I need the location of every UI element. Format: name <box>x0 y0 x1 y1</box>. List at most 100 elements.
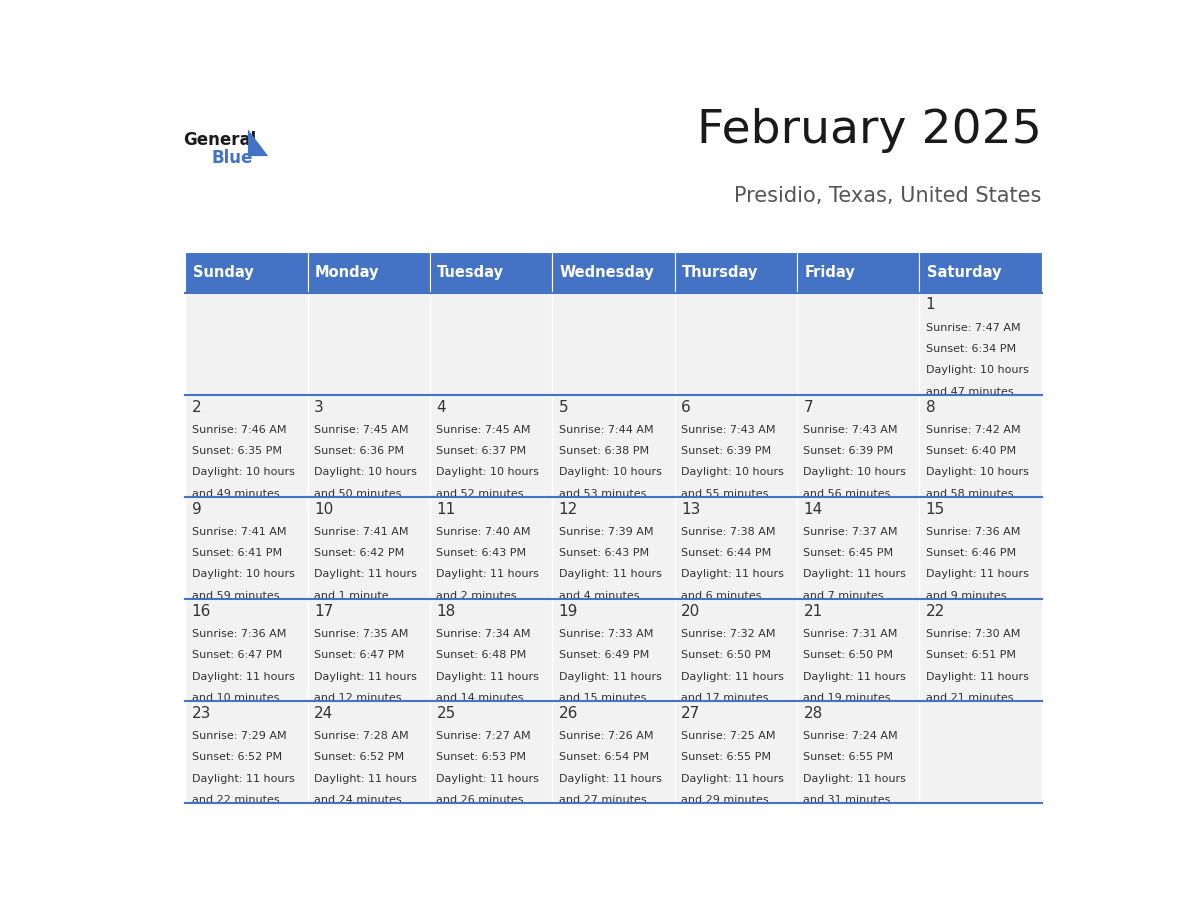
Text: and 59 minutes.: and 59 minutes. <box>191 590 283 600</box>
Text: Sunset: 6:40 PM: Sunset: 6:40 PM <box>925 446 1016 456</box>
Text: Daylight: 11 hours: Daylight: 11 hours <box>803 569 906 579</box>
Text: Daylight: 11 hours: Daylight: 11 hours <box>436 672 539 681</box>
Bar <box>675 599 797 700</box>
Bar <box>920 599 1042 700</box>
Text: Daylight: 11 hours: Daylight: 11 hours <box>803 774 906 784</box>
Bar <box>920 395 1042 497</box>
Text: Daylight: 10 hours: Daylight: 10 hours <box>803 467 906 477</box>
Text: Daylight: 11 hours: Daylight: 11 hours <box>558 774 662 784</box>
Text: 6: 6 <box>681 399 690 415</box>
Text: February 2025: February 2025 <box>696 107 1042 152</box>
Text: Sunrise: 7:39 AM: Sunrise: 7:39 AM <box>558 527 653 537</box>
Text: and 49 minutes.: and 49 minutes. <box>191 488 283 498</box>
Bar <box>552 293 675 395</box>
Text: Sunset: 6:35 PM: Sunset: 6:35 PM <box>191 446 282 456</box>
Bar <box>675 395 797 497</box>
Bar <box>920 252 1042 293</box>
Text: and 50 minutes.: and 50 minutes. <box>314 488 405 498</box>
Text: and 29 minutes.: and 29 minutes. <box>681 795 772 805</box>
Text: Daylight: 10 hours: Daylight: 10 hours <box>925 467 1029 477</box>
Text: Tuesday: Tuesday <box>437 264 505 279</box>
Text: Sunrise: 7:28 AM: Sunrise: 7:28 AM <box>314 732 409 741</box>
Text: 13: 13 <box>681 501 701 517</box>
Text: Wednesday: Wednesday <box>560 264 655 279</box>
Bar <box>552 395 675 497</box>
Bar <box>797 252 920 293</box>
Text: Sunrise: 7:25 AM: Sunrise: 7:25 AM <box>681 732 776 741</box>
Text: Sunset: 6:38 PM: Sunset: 6:38 PM <box>558 446 649 456</box>
Text: Daylight: 10 hours: Daylight: 10 hours <box>314 467 417 477</box>
Text: Sunrise: 7:36 AM: Sunrise: 7:36 AM <box>925 527 1020 537</box>
Bar <box>920 497 1042 599</box>
Text: Sunrise: 7:31 AM: Sunrise: 7:31 AM <box>803 629 898 639</box>
Bar <box>430 395 552 497</box>
Text: Daylight: 11 hours: Daylight: 11 hours <box>436 569 539 579</box>
Text: and 53 minutes.: and 53 minutes. <box>558 488 650 498</box>
Text: Sunset: 6:34 PM: Sunset: 6:34 PM <box>925 344 1016 354</box>
Text: Daylight: 11 hours: Daylight: 11 hours <box>803 672 906 681</box>
Bar <box>185 700 308 803</box>
Text: Daylight: 10 hours: Daylight: 10 hours <box>191 467 295 477</box>
Bar <box>185 599 308 700</box>
Text: Sunrise: 7:46 AM: Sunrise: 7:46 AM <box>191 425 286 435</box>
Text: 3: 3 <box>314 399 324 415</box>
Bar <box>797 497 920 599</box>
Text: Sunrise: 7:33 AM: Sunrise: 7:33 AM <box>558 629 653 639</box>
Text: Sunset: 6:36 PM: Sunset: 6:36 PM <box>314 446 404 456</box>
Text: and 4 minutes.: and 4 minutes. <box>558 590 643 600</box>
Text: Sunset: 6:50 PM: Sunset: 6:50 PM <box>803 650 893 660</box>
Text: Sunset: 6:45 PM: Sunset: 6:45 PM <box>803 548 893 558</box>
Text: 16: 16 <box>191 604 211 619</box>
Text: and 58 minutes.: and 58 minutes. <box>925 488 1017 498</box>
Text: Thursday: Thursday <box>682 264 758 279</box>
Text: Daylight: 10 hours: Daylight: 10 hours <box>436 467 539 477</box>
Text: Daylight: 11 hours: Daylight: 11 hours <box>925 569 1029 579</box>
Bar <box>185 293 308 395</box>
Text: 27: 27 <box>681 706 700 721</box>
Bar <box>185 395 308 497</box>
Text: Sunset: 6:44 PM: Sunset: 6:44 PM <box>681 548 771 558</box>
Text: and 7 minutes.: and 7 minutes. <box>803 590 887 600</box>
Text: Sunrise: 7:41 AM: Sunrise: 7:41 AM <box>314 527 409 537</box>
Bar <box>797 395 920 497</box>
Text: 7: 7 <box>803 399 813 415</box>
Text: Sunrise: 7:29 AM: Sunrise: 7:29 AM <box>191 732 286 741</box>
Text: Sunrise: 7:36 AM: Sunrise: 7:36 AM <box>191 629 286 639</box>
Text: and 21 minutes.: and 21 minutes. <box>925 693 1017 703</box>
Text: 23: 23 <box>191 706 211 721</box>
Text: and 55 minutes.: and 55 minutes. <box>681 488 772 498</box>
Text: Sunset: 6:43 PM: Sunset: 6:43 PM <box>436 548 526 558</box>
Bar <box>675 497 797 599</box>
Text: 18: 18 <box>436 604 456 619</box>
Bar <box>308 395 430 497</box>
Text: and 27 minutes.: and 27 minutes. <box>558 795 650 805</box>
Text: Daylight: 11 hours: Daylight: 11 hours <box>436 774 539 784</box>
Text: Sunset: 6:39 PM: Sunset: 6:39 PM <box>803 446 893 456</box>
Bar <box>675 700 797 803</box>
Text: and 26 minutes.: and 26 minutes. <box>436 795 527 805</box>
Text: Sunset: 6:51 PM: Sunset: 6:51 PM <box>925 650 1016 660</box>
Text: and 17 minutes.: and 17 minutes. <box>681 693 772 703</box>
Bar <box>797 293 920 395</box>
Text: Daylight: 10 hours: Daylight: 10 hours <box>191 569 295 579</box>
Text: and 24 minutes.: and 24 minutes. <box>314 795 405 805</box>
Text: Sunrise: 7:24 AM: Sunrise: 7:24 AM <box>803 732 898 741</box>
Bar <box>675 293 797 395</box>
Text: 24: 24 <box>314 706 334 721</box>
Text: 19: 19 <box>558 604 579 619</box>
Text: Daylight: 11 hours: Daylight: 11 hours <box>558 569 662 579</box>
Text: Daylight: 11 hours: Daylight: 11 hours <box>681 672 784 681</box>
Bar <box>797 599 920 700</box>
Text: Sunrise: 7:45 AM: Sunrise: 7:45 AM <box>436 425 531 435</box>
Text: Daylight: 10 hours: Daylight: 10 hours <box>681 467 784 477</box>
Text: Sunday: Sunday <box>192 264 253 279</box>
Bar <box>308 497 430 599</box>
Text: Sunset: 6:41 PM: Sunset: 6:41 PM <box>191 548 282 558</box>
Text: Sunset: 6:43 PM: Sunset: 6:43 PM <box>558 548 649 558</box>
Text: Sunset: 6:47 PM: Sunset: 6:47 PM <box>191 650 282 660</box>
Text: 15: 15 <box>925 501 944 517</box>
Text: Sunset: 6:39 PM: Sunset: 6:39 PM <box>681 446 771 456</box>
Text: Sunset: 6:52 PM: Sunset: 6:52 PM <box>191 753 282 763</box>
Bar <box>185 252 308 293</box>
Text: Sunrise: 7:37 AM: Sunrise: 7:37 AM <box>803 527 898 537</box>
